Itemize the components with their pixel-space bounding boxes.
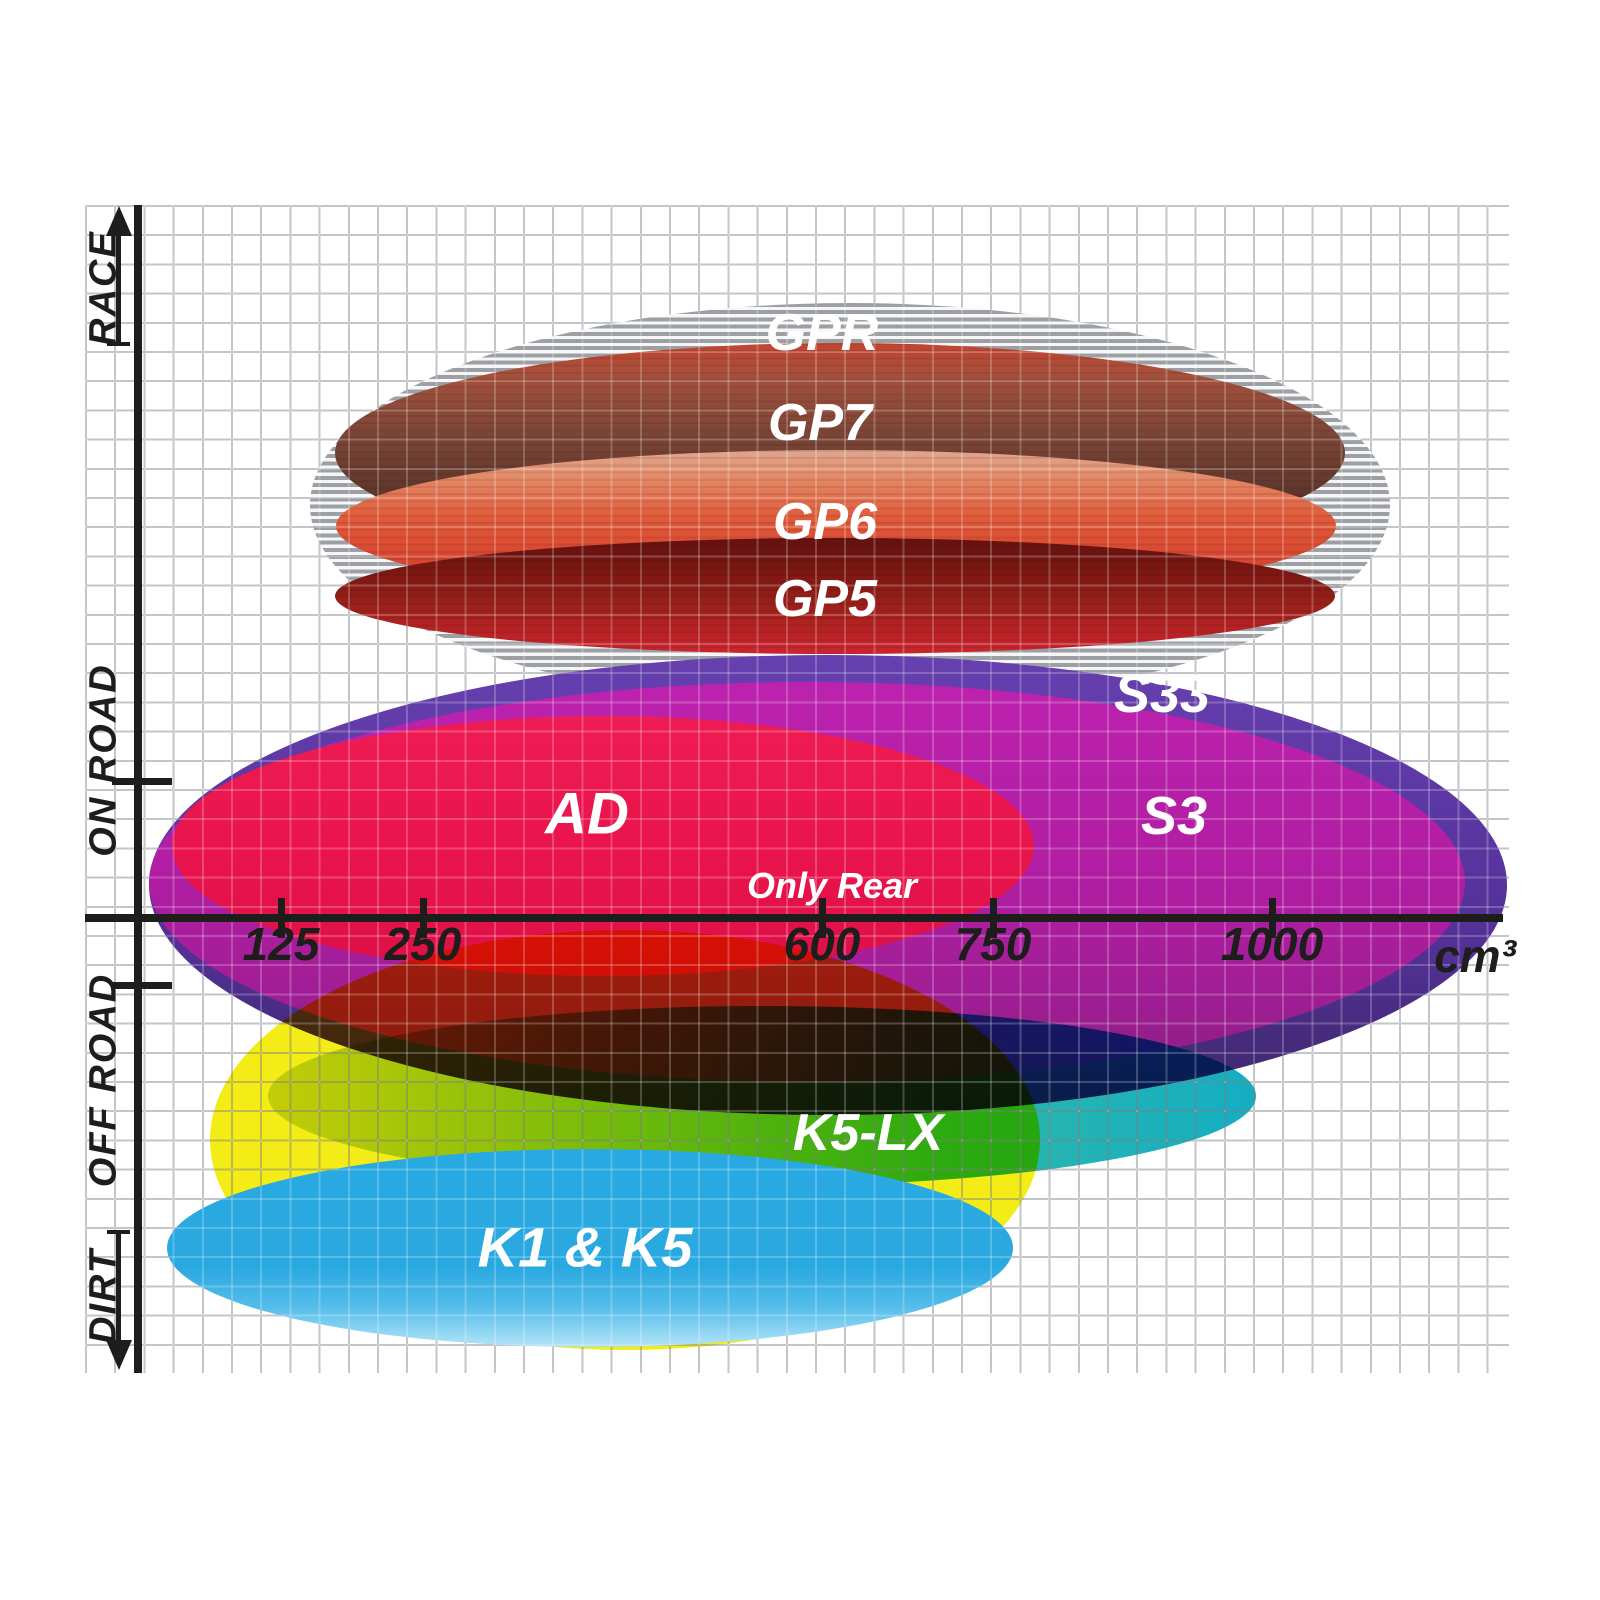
x-tick-label-600: 600	[783, 918, 861, 970]
label-k5-lx: K5-LX	[792, 1104, 944, 1162]
zone-label-dirt: DIRT	[82, 1248, 125, 1344]
y-tick-upper	[112, 778, 172, 785]
y-tick-lower	[112, 982, 172, 989]
x-tick-125	[278, 898, 285, 938]
label-gp6: GP6	[772, 493, 878, 551]
x-tick-250	[420, 898, 427, 938]
x-tick-label-750: 750	[954, 918, 1032, 970]
label-s3: S3	[1140, 786, 1208, 846]
race-arrow-head-icon	[106, 206, 132, 236]
label-k1-k5: K1 & K5	[477, 1215, 693, 1279]
x-tick-600	[819, 898, 826, 938]
race-arrow-base	[107, 342, 130, 346]
x-axis-line	[85, 914, 1503, 922]
zone-label-off-road: OFF ROAD	[82, 972, 125, 1188]
label-gp5: GP5	[772, 570, 878, 628]
x-tick-label-1000: 1000	[1220, 918, 1324, 970]
x-tick-label-250: 250	[384, 918, 462, 970]
label-only-rear: Only Rear	[746, 865, 918, 906]
zone-label-on-road: ON ROAD	[82, 663, 125, 857]
label-ad: AD	[545, 781, 629, 847]
region-gp5	[335, 538, 1335, 654]
x-tick-label-125: 125	[242, 918, 320, 970]
dirt-arrow-shaft	[116, 1232, 121, 1342]
x-tick-750	[990, 898, 997, 938]
dirt-arrow-head-icon	[106, 1340, 132, 1370]
label-s33: S33	[1113, 664, 1211, 724]
zone-label-race: RACE	[82, 230, 125, 346]
race-arrow-shaft	[116, 232, 121, 344]
region-k1-k5	[167, 1149, 1013, 1347]
label-gp7: GP7	[767, 394, 873, 452]
x-axis-unit-label: cm³	[1434, 930, 1516, 982]
label-gpr: GPR	[765, 304, 879, 362]
x-tick-1000	[1269, 898, 1276, 938]
y-axis-line	[134, 205, 142, 1373]
